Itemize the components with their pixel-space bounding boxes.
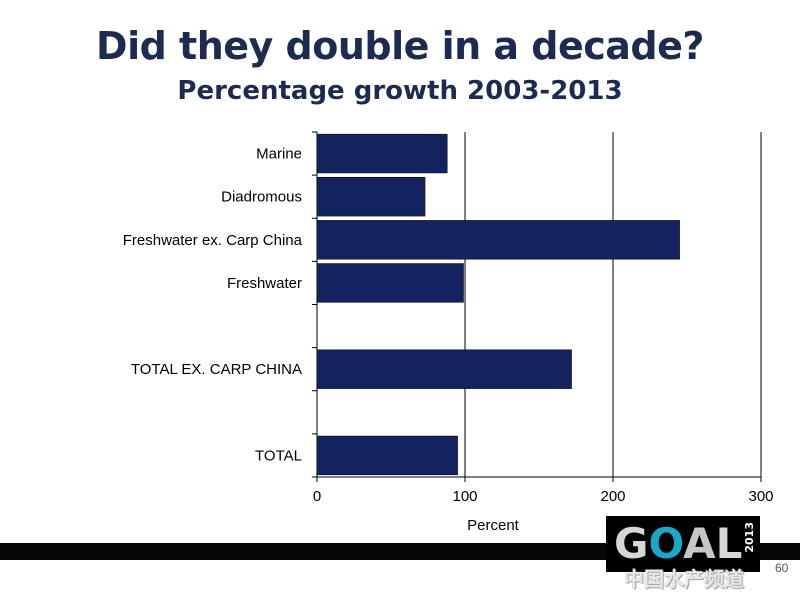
x-tick-label: 200 — [600, 488, 625, 505]
slide-subtitle: Percentage growth 2003-2013 — [177, 76, 623, 106]
bar-chart: Marine Diadromous Freshwater ex. Carp Chin… — [123, 131, 774, 534]
footer-bar — [0, 543, 800, 560]
x-tick-label: 100 — [452, 488, 477, 505]
category-label: Freshwater — [227, 275, 302, 292]
category-label: TOTAL — [255, 447, 302, 464]
bar — [316, 220, 680, 260]
bar — [316, 177, 426, 217]
goal-logo-letter: L — [715, 519, 743, 568]
goal-logo-letter: O — [648, 519, 684, 568]
goal-logo-text: GOAL — [614, 520, 742, 568]
x-axis-label: Percent — [467, 517, 520, 534]
category-label: Freshwater ex. Carp China — [123, 232, 303, 249]
category-label: Marine — [256, 146, 302, 163]
watermark-text: 中国水产频道 — [624, 567, 744, 591]
goal-logo: GOAL 2013 — [606, 516, 760, 572]
category-label: Diadromous — [221, 189, 302, 206]
bar — [316, 435, 458, 476]
slide-title: Did they double in a decade? — [96, 24, 704, 68]
x-tick-label: 300 — [748, 488, 773, 505]
goal-logo-year: 2013 — [743, 522, 756, 553]
page-number: 60 — [775, 561, 789, 575]
bar — [316, 263, 464, 303]
x-tick-label: 0 — [313, 488, 321, 505]
bar — [316, 133, 448, 174]
goal-logo-letter: G — [614, 519, 649, 568]
goal-logo-letter: A — [683, 519, 716, 568]
bar — [316, 349, 572, 389]
category-label: TOTAL EX. CARP CHINA — [131, 361, 302, 378]
